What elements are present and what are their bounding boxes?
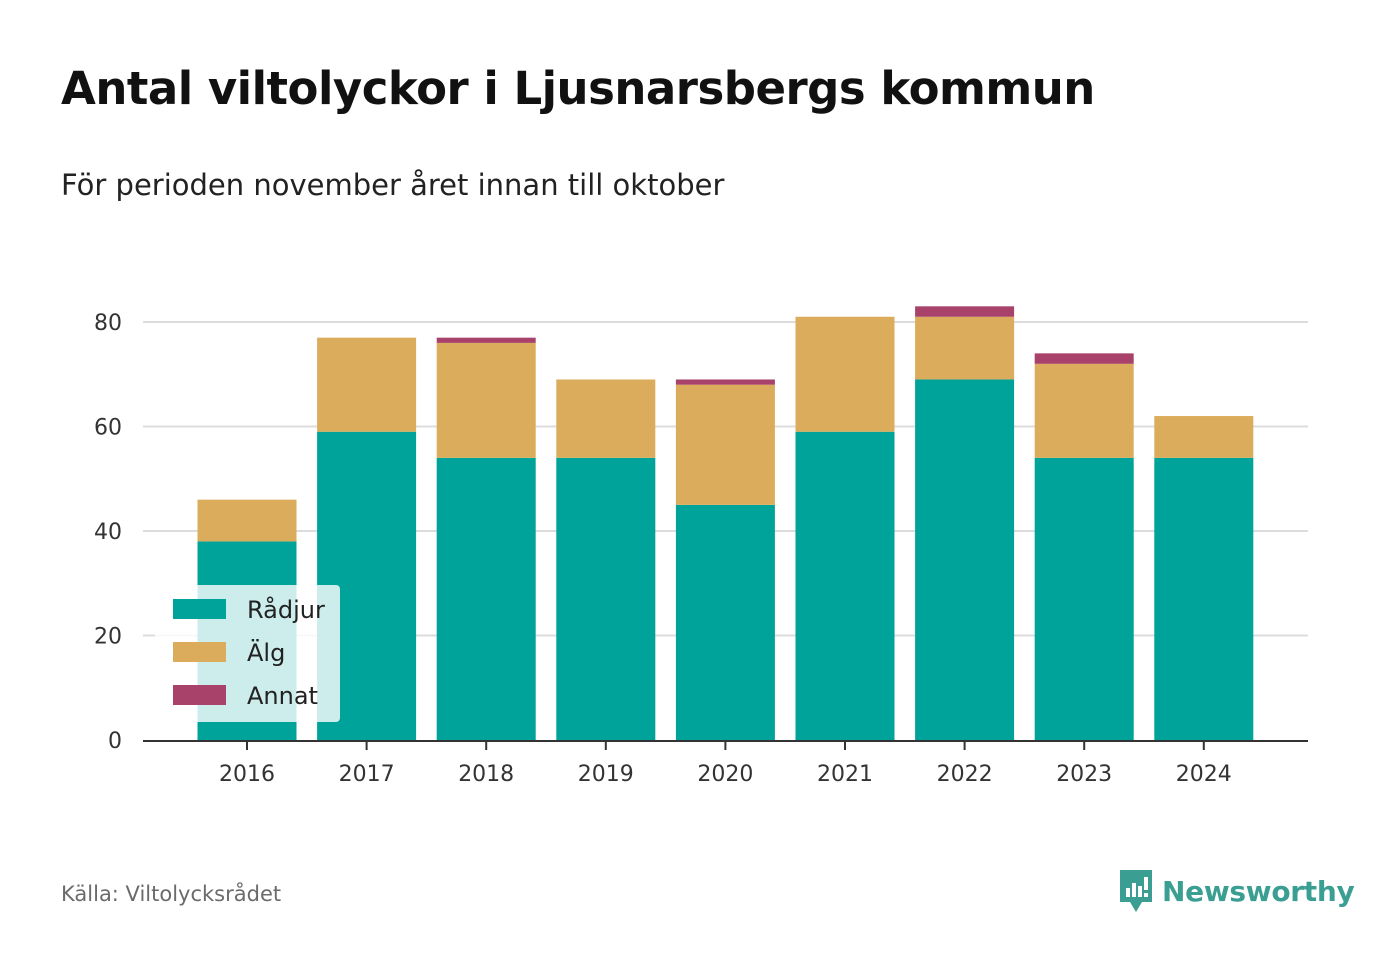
bar-segment-älg xyxy=(436,342,536,458)
source-note: Källa: Viltolycksrådet xyxy=(61,882,282,906)
bar-segment-älg xyxy=(1034,363,1134,458)
bars xyxy=(197,306,1254,740)
chart-subtitle: För perioden november året innan till ok… xyxy=(61,168,725,202)
bar-segment-älg xyxy=(197,499,297,542)
bar-segment-rådjur xyxy=(1034,457,1134,740)
bar-segment-annat xyxy=(675,379,775,385)
legend-label: Älg xyxy=(247,638,285,667)
legend-label: Rådjur xyxy=(247,595,325,624)
newsworthy-logo-icon xyxy=(1120,870,1152,912)
bar-segment-älg xyxy=(1154,416,1254,458)
bar-segment-rådjur xyxy=(556,457,656,740)
x-tick-label: 2016 xyxy=(219,762,275,787)
x-tick-label: 2024 xyxy=(1176,762,1232,787)
bar-segment-älg xyxy=(915,316,1015,380)
bar-segment-rådjur xyxy=(436,457,536,740)
bar-segment-rådjur xyxy=(795,431,895,740)
brand-name: Newsworthy xyxy=(1162,874,1355,908)
bar-segment-rådjur xyxy=(1154,457,1254,740)
x-tick-label: 2023 xyxy=(1056,762,1112,787)
x-tick-label: 2017 xyxy=(339,762,395,787)
y-tick-label: 20 xyxy=(94,625,122,650)
bar-segment-annat xyxy=(915,306,1015,317)
legend: Rådjur Älg Annat xyxy=(155,585,340,722)
bar-segment-älg xyxy=(675,384,775,505)
brand-logo: Newsworthy xyxy=(1118,866,1355,916)
bar-segment-rådjur xyxy=(915,379,1015,740)
x-tick-label: 2021 xyxy=(817,762,873,787)
x-tick-label: 2018 xyxy=(458,762,514,787)
legend-swatch xyxy=(173,642,226,662)
y-tick-label: 80 xyxy=(94,311,122,336)
y-axis-ticks: 0 20 40 60 80 xyxy=(94,311,122,754)
bar-segment-annat xyxy=(436,337,536,343)
bar-segment-annat xyxy=(1034,353,1134,364)
bar-segment-älg xyxy=(795,316,895,432)
y-tick-label: 60 xyxy=(94,416,122,441)
legend-swatch xyxy=(173,685,226,705)
legend-swatch xyxy=(173,599,226,619)
bar-segment-älg xyxy=(556,379,656,458)
bar-segment-älg xyxy=(317,337,417,432)
chart-title: Antal viltolyckor i Ljusnarsbergs kommun xyxy=(61,62,1095,115)
y-tick-label: 40 xyxy=(94,520,122,545)
y-tick-label: 0 xyxy=(108,729,122,754)
bar-segment-rådjur xyxy=(675,504,775,740)
x-tick-label: 2022 xyxy=(937,762,993,787)
x-axis-ticks: 2016 2017 2018 2019 2020 2021 2022 2023 2024 xyxy=(219,741,1232,787)
legend-label: Annat xyxy=(247,682,318,710)
x-tick-label: 2020 xyxy=(697,762,753,787)
x-tick-label: 2019 xyxy=(578,762,634,787)
